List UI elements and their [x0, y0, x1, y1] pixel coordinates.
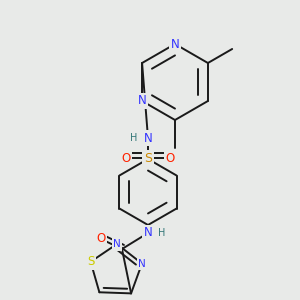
- Text: N: N: [113, 239, 121, 249]
- Text: O: O: [122, 152, 130, 164]
- Text: S: S: [144, 152, 152, 164]
- Text: N: N: [138, 259, 146, 269]
- Text: S: S: [87, 255, 94, 268]
- Text: O: O: [96, 232, 106, 245]
- Text: N: N: [171, 38, 179, 50]
- Text: H: H: [158, 228, 166, 238]
- Text: H: H: [130, 133, 138, 143]
- Text: N: N: [144, 226, 152, 239]
- Text: N: N: [138, 94, 146, 107]
- Text: N: N: [144, 131, 152, 145]
- Text: O: O: [165, 152, 175, 164]
